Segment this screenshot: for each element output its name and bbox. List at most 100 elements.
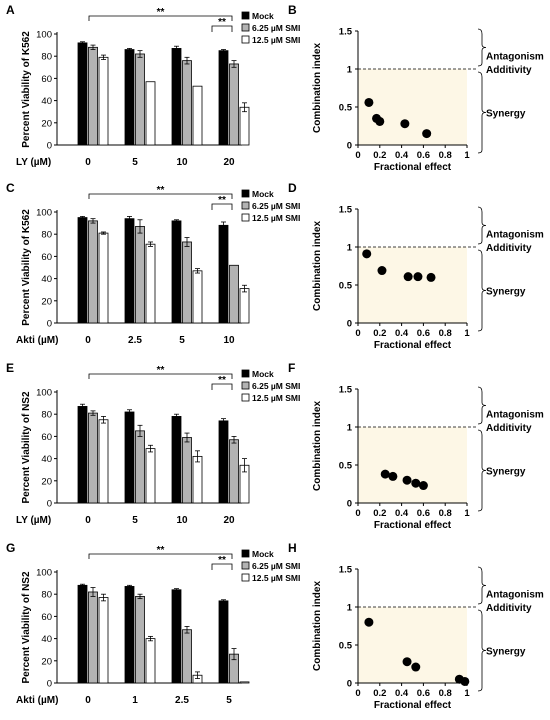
significance-bracket-long — [88, 15, 233, 21]
y-tick-label: 1 — [347, 243, 353, 254]
y-tick-label: 80 — [41, 590, 52, 601]
panel-letter: E — [6, 361, 14, 375]
x-axis-label: Fractional effect — [374, 162, 452, 173]
x-tick-label: 0.6 — [417, 688, 430, 699]
x-tick-label: 0.2 — [373, 508, 386, 519]
y-axis-label: Percent Viability of NS2 — [21, 391, 32, 504]
data-point — [362, 249, 372, 259]
y-tick-label: 1.5 — [339, 27, 353, 38]
y-tick-label: 40 — [41, 454, 52, 465]
x-tick-label: 0 — [85, 157, 91, 168]
bar-6-25-m-smi-20 — [229, 439, 239, 504]
y-tick-label: 1 — [347, 65, 353, 76]
significance-bracket-short — [211, 25, 233, 32]
synergy-brace — [477, 249, 487, 332]
y-tick-label: 100 — [36, 388, 52, 399]
bar-6-25-m-smi-10 — [182, 60, 192, 146]
bar-6-25-m-smi-0 — [88, 412, 98, 504]
bar-mock-1 — [124, 586, 135, 684]
data-point — [402, 475, 412, 485]
y-tick-label: 0 — [347, 319, 352, 330]
legend-swatch — [241, 23, 250, 32]
x-tick-label: 0.8 — [439, 688, 452, 699]
x-tick-label: 5 — [132, 157, 138, 168]
bar-mock-0 — [77, 584, 88, 684]
y-tick-label: 40 — [41, 96, 52, 107]
panel-letter: G — [6, 541, 15, 555]
data-point — [402, 657, 412, 667]
legend-swatch — [241, 573, 250, 582]
bar-panel-e: E Percent Viability of NS2 0 20 40 60 80 100 0 5 1… — [6, 361, 300, 526]
legend-label: Mock — [252, 369, 274, 379]
additivity-label: Additivity — [486, 603, 532, 614]
x-tick-label: 0 — [85, 515, 91, 526]
x-tick-label: 1 — [132, 695, 138, 706]
x-axis-label: LY (µM) — [16, 157, 51, 168]
bar-6-25-m-smi-2.5 — [182, 629, 192, 684]
data-point — [364, 97, 374, 107]
legend-label: Mock — [252, 189, 274, 199]
x-tick-label: 1 — [464, 328, 470, 339]
antagonism-label: Antagonism — [486, 52, 544, 63]
additivity-label: Additivity — [486, 423, 532, 434]
x-axis-label: Akti (µM) — [16, 695, 58, 706]
significance-mark: ** — [218, 375, 226, 386]
legend-swatch — [241, 213, 250, 222]
y-axis-label: Percent Viability of NS2 — [21, 571, 32, 684]
y-tick-label: 0 — [47, 319, 52, 330]
bar-12-5-m-smi-10 — [239, 288, 250, 324]
ci-panel-d: D 0 0.5 1 1.5 0 0.2 0.4 0.6 0.8 1 Combination index… — [288, 181, 544, 351]
y-tick-label: 80 — [41, 230, 52, 241]
data-point — [460, 676, 470, 686]
panel-letter: A — [6, 3, 15, 17]
bar-6-25-m-smi-5 — [182, 241, 192, 324]
bar-6-25-m-smi-0 — [88, 220, 98, 324]
x-tick-label: 5 — [226, 695, 232, 706]
legend-swatch — [241, 393, 250, 402]
data-point — [411, 662, 421, 672]
synergy-region — [358, 427, 467, 503]
data-point — [418, 481, 428, 491]
synergy-brace — [477, 71, 487, 154]
bar-mock-0 — [77, 42, 88, 146]
legend-swatch — [241, 35, 250, 44]
bar-6-25-m-smi-5 — [135, 53, 145, 146]
synergy-label: Synergy — [486, 647, 526, 658]
y-tick-label: 80 — [41, 410, 52, 421]
legend-label: 12.5 µM SMI — [252, 213, 300, 223]
additivity-label: Additivity — [486, 243, 532, 254]
panel-letter: D — [288, 181, 297, 195]
panel-letter: B — [288, 3, 297, 17]
bar-mock-5 — [218, 600, 229, 684]
bar-12-5-m-smi-10 — [192, 85, 203, 146]
y-tick-label: 0.5 — [339, 641, 353, 652]
bar-6-25-m-smi-20 — [229, 63, 239, 146]
bar-12-5-m-smi-0 — [98, 419, 109, 504]
legend-swatch — [241, 201, 250, 210]
y-tick-label: 100 — [36, 208, 52, 219]
antagonism-brace — [477, 566, 487, 605]
y-axis-label: Percent Viability of K562 — [21, 31, 32, 148]
y-tick-label: 1.5 — [339, 205, 353, 216]
x-tick-label: 0 — [355, 508, 360, 519]
data-point — [413, 272, 423, 282]
x-tick-label: 0.4 — [395, 688, 409, 699]
x-tick-label: 2.5 — [175, 695, 189, 706]
antagonism-label: Antagonism — [486, 410, 544, 421]
y-tick-label: 20 — [41, 118, 52, 129]
x-tick-label: 0.6 — [417, 328, 430, 339]
significance-mark: ** — [218, 17, 226, 28]
x-axis-label: Fractional effect — [374, 520, 452, 531]
y-tick-label: 100 — [36, 568, 52, 579]
x-tick-label: 0.6 — [417, 508, 430, 519]
x-axis-label: Fractional effect — [374, 700, 452, 711]
bar-mock-10 — [218, 224, 229, 324]
x-tick-label: 0 — [85, 695, 91, 706]
y-tick-label: 40 — [41, 274, 52, 285]
x-tick-label: 0.2 — [373, 328, 386, 339]
bar-mock-5 — [124, 49, 135, 146]
bar-6-25-m-smi-0 — [88, 46, 98, 146]
x-tick-label: 5 — [132, 515, 138, 526]
bar-6-25-m-smi-10 — [182, 437, 192, 504]
